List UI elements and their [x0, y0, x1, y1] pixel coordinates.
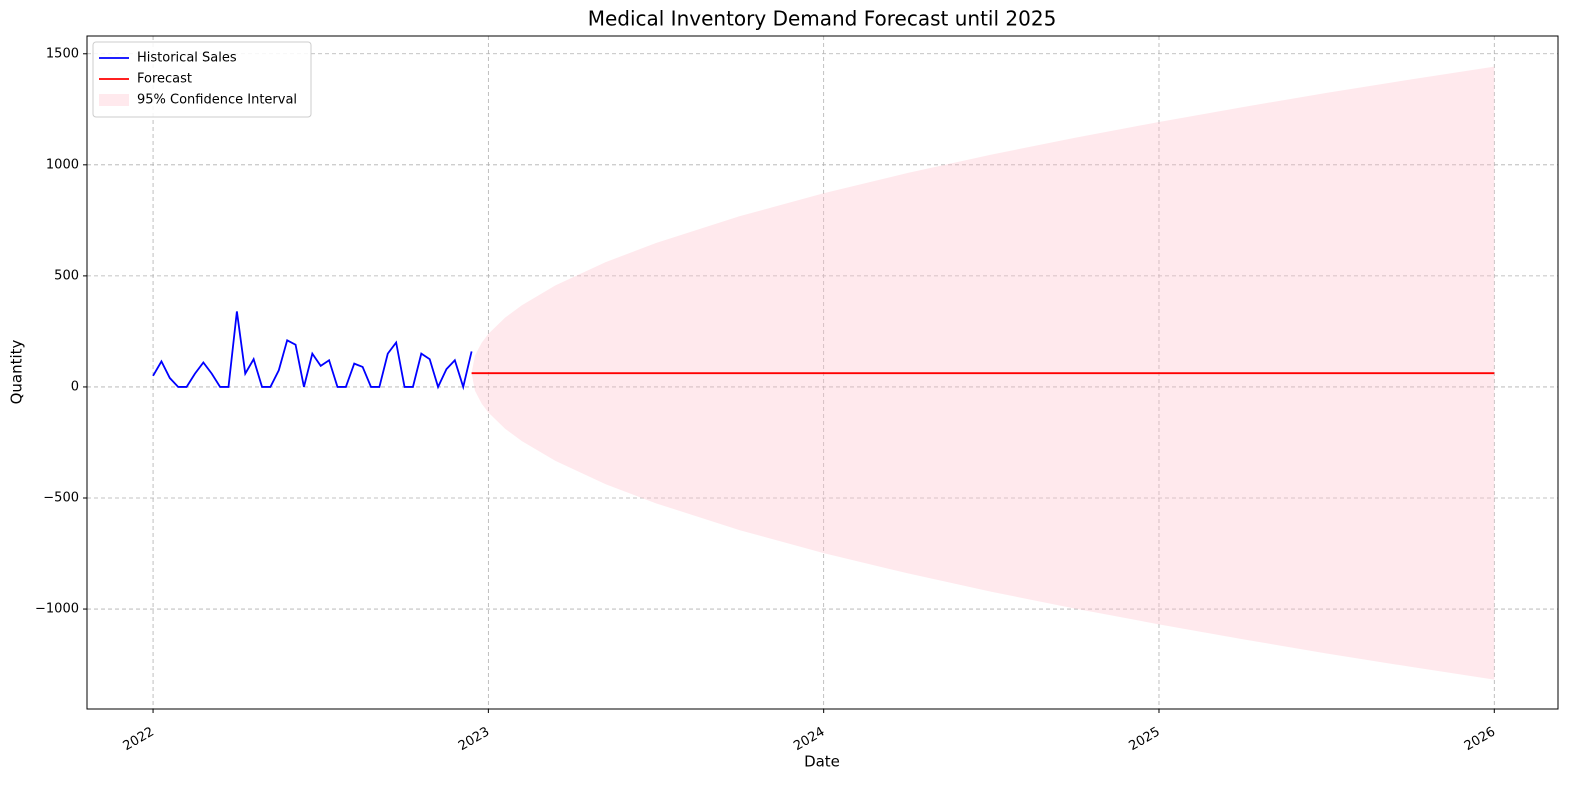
y-axis-label: Quantity [8, 339, 26, 404]
y-tick-label: 0 [71, 379, 79, 394]
y-tick-label: −1000 [35, 602, 79, 617]
y-tick-label: 500 [54, 268, 79, 283]
legend-box [92, 41, 312, 118]
x-tick-label: 2022 [121, 725, 157, 755]
x-tick-label: 2024 [791, 725, 827, 755]
plot-frame [86, 35, 1559, 710]
legend: Historical Sales Forecast 95% Confidence I… [92, 41, 312, 118]
legend-label: 95% Confidence Interval [137, 93, 297, 108]
x-axis-label: Date [804, 753, 840, 771]
legend-label: Historical Sales [137, 51, 237, 66]
y-tick-label: 1500 [46, 46, 79, 61]
legend-swatch [99, 94, 129, 106]
grid [87, 36, 1558, 709]
x-tick-label: 2025 [1127, 725, 1163, 755]
x-tick-label: 2026 [1462, 725, 1498, 755]
series-line [152, 311, 473, 391]
y-tick-label: −500 [43, 490, 79, 505]
y-tick-label: 1000 [46, 157, 79, 172]
chart-title: Medical Inventory Demand Forecast until … [588, 7, 1057, 31]
x-tick-label: 2023 [456, 725, 492, 755]
legend-label: Forecast [137, 72, 192, 87]
